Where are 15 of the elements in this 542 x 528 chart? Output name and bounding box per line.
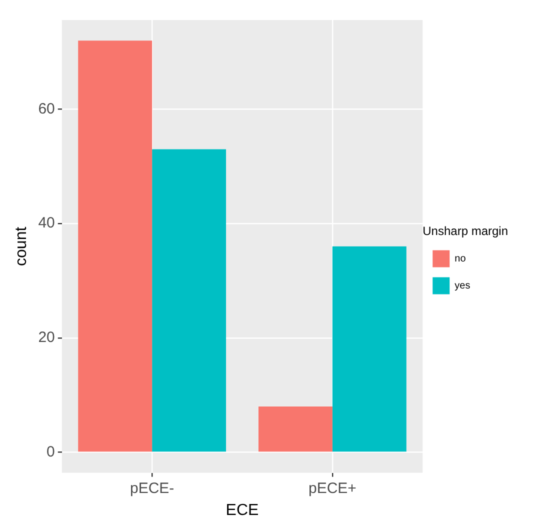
y-tick-label: 0 [46, 443, 55, 460]
y-tick-label: 20 [38, 329, 55, 346]
legend-title: Unsharp margin [422, 224, 508, 238]
legend-label: no [454, 253, 466, 264]
y-tick-label: 60 [38, 100, 55, 118]
bar [332, 246, 406, 452]
x-tick-label: pECE- [130, 480, 174, 497]
legend-label: yes [454, 280, 470, 292]
bar [78, 40, 152, 452]
bar [152, 149, 226, 452]
y-axis-title: count [13, 226, 30, 266]
x-tick-label: pECE+ [308, 480, 357, 497]
x-axis-title: ECE [226, 502, 259, 519]
bar [258, 406, 332, 452]
y-tick-label: 40 [38, 214, 55, 232]
